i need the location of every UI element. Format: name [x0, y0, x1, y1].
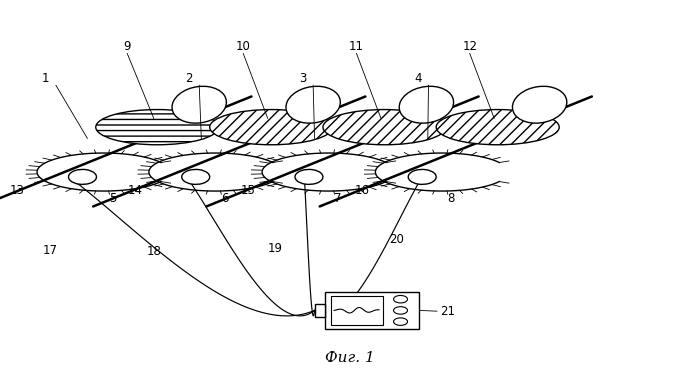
Ellipse shape — [295, 169, 323, 184]
Circle shape — [394, 307, 408, 314]
Text: 20: 20 — [389, 233, 404, 246]
FancyBboxPatch shape — [315, 304, 325, 317]
Text: 17: 17 — [43, 244, 58, 257]
Ellipse shape — [210, 110, 333, 145]
Ellipse shape — [286, 86, 340, 123]
Text: Фиг. 1: Фиг. 1 — [324, 351, 375, 365]
Text: 2: 2 — [185, 72, 192, 85]
Text: 3: 3 — [299, 72, 306, 85]
FancyBboxPatch shape — [325, 292, 419, 329]
Ellipse shape — [408, 169, 436, 184]
Text: 1: 1 — [42, 72, 49, 85]
Text: 8: 8 — [447, 192, 454, 205]
Text: 11: 11 — [349, 40, 364, 53]
Ellipse shape — [399, 86, 454, 123]
Ellipse shape — [96, 110, 219, 145]
Circle shape — [394, 318, 408, 325]
Text: 13: 13 — [10, 184, 25, 197]
Text: 7: 7 — [334, 192, 341, 205]
Ellipse shape — [323, 110, 446, 145]
Ellipse shape — [512, 86, 567, 123]
Text: 12: 12 — [462, 40, 477, 53]
Text: 10: 10 — [236, 40, 251, 53]
Text: 5: 5 — [110, 192, 117, 205]
Text: 9: 9 — [124, 40, 131, 53]
Text: 4: 4 — [415, 72, 421, 85]
Text: 18: 18 — [146, 245, 161, 258]
Text: 19: 19 — [267, 242, 282, 255]
Text: 16: 16 — [354, 184, 370, 197]
Text: 21: 21 — [440, 305, 455, 318]
Ellipse shape — [69, 169, 96, 184]
Ellipse shape — [182, 169, 210, 184]
Ellipse shape — [436, 110, 559, 145]
FancyBboxPatch shape — [331, 296, 382, 325]
Text: 15: 15 — [240, 184, 256, 197]
Text: 14: 14 — [127, 184, 143, 197]
Circle shape — [394, 295, 408, 303]
Text: 6: 6 — [222, 192, 229, 205]
Ellipse shape — [172, 86, 226, 123]
